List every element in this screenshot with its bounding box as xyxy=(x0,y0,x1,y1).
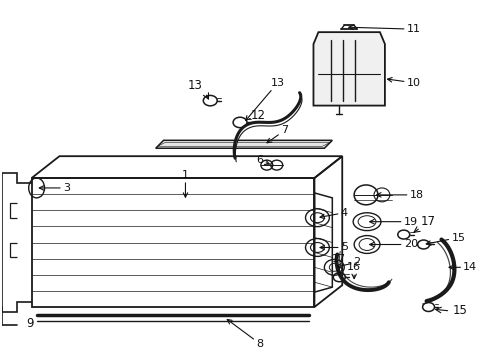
Text: 13: 13 xyxy=(187,79,203,92)
Text: 15: 15 xyxy=(426,233,465,245)
Text: 15: 15 xyxy=(452,305,467,318)
Text: 8: 8 xyxy=(227,319,263,349)
Text: 20: 20 xyxy=(369,239,417,249)
Text: 19: 19 xyxy=(369,217,417,227)
Text: 3: 3 xyxy=(39,183,70,193)
Text: 4: 4 xyxy=(319,208,347,219)
Text: 17: 17 xyxy=(331,255,346,275)
Text: 18: 18 xyxy=(376,190,423,200)
Text: 7: 7 xyxy=(266,125,287,143)
Text: 14: 14 xyxy=(448,262,476,272)
Text: 16: 16 xyxy=(346,262,361,279)
Text: 17: 17 xyxy=(420,215,435,228)
Text: 12: 12 xyxy=(250,109,265,122)
Polygon shape xyxy=(313,32,384,105)
Text: 9: 9 xyxy=(26,318,33,330)
Text: 6: 6 xyxy=(256,155,269,165)
Text: 11: 11 xyxy=(348,24,420,34)
Text: 10: 10 xyxy=(386,77,420,88)
Polygon shape xyxy=(155,140,332,148)
Text: 13: 13 xyxy=(245,78,284,121)
Text: 5: 5 xyxy=(320,243,347,252)
Text: 2: 2 xyxy=(336,257,360,268)
Text: 1: 1 xyxy=(182,170,188,197)
